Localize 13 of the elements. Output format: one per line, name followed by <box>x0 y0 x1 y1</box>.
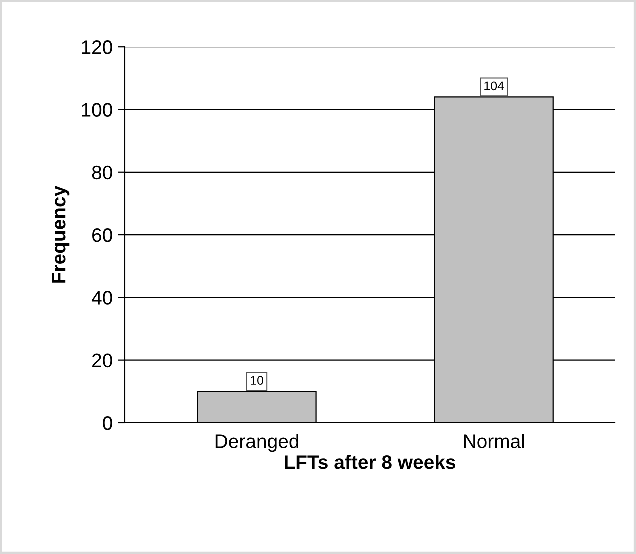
y-tick-label: 100 <box>82 103 112 117</box>
y-tick-label: 60 <box>92 228 112 242</box>
x-tick-label: Deranged <box>216 434 298 452</box>
data-label: 104 <box>484 82 504 91</box>
y-tick-label: 80 <box>92 166 112 180</box>
y-tick-label: 40 <box>92 291 112 305</box>
y-tick-label: 120 <box>82 40 112 54</box>
data-label: 10 <box>251 376 264 386</box>
y-axis-title: Frequency <box>52 186 70 283</box>
x-tick-label: Normal <box>464 434 524 448</box>
x-axis-title: LFTs after 8 weeks <box>285 454 456 470</box>
y-tick-label: 20 <box>92 354 112 368</box>
y-tick-label: 0 <box>103 416 112 430</box>
